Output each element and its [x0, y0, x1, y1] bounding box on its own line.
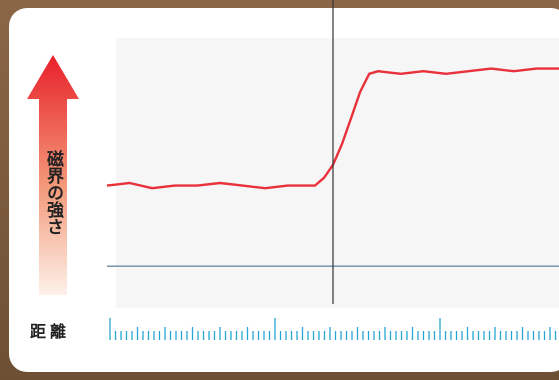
chart-card — [9, 8, 559, 372]
y-axis-label: 磁界の強さ — [43, 150, 63, 235]
x-axis-label: 距離 — [30, 322, 71, 341]
plot-area — [116, 38, 559, 308]
y-axis-arrow-icon — [27, 55, 79, 295]
series-line-field-strength — [106, 67, 559, 190]
